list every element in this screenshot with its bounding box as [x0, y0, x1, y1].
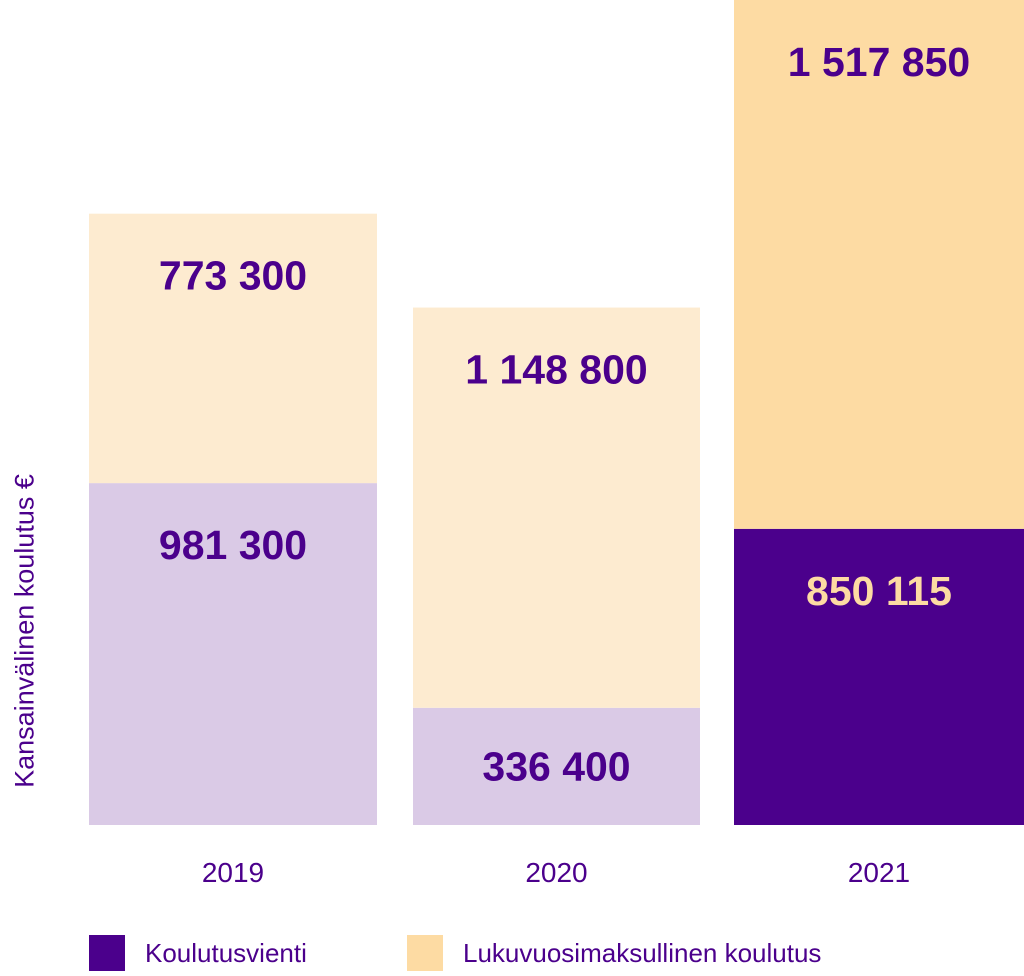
bar-segment-koulutusvienti-2021: [734, 528, 1024, 825]
bar-segment-lukuvuosimaksullinen-2019: [89, 213, 377, 484]
legend-label: Lukuvuosimaksullinen koulutus: [463, 937, 822, 968]
data-label: 773 300: [159, 253, 307, 299]
bar-segment-lukuvuosimaksullinen-2020: [413, 307, 700, 708]
y-axis-label: Kansainvälinen koulutus €: [9, 474, 40, 788]
legend: Koulutusvienti Lukuvuosimaksullinen koul…: [0, 935, 1024, 975]
legend-label: Koulutusvienti: [145, 937, 307, 968]
legend-item-koulutusvienti: Koulutusvienti: [89, 935, 307, 971]
legend-swatch: [407, 935, 443, 971]
legend-item-lukuvuosimaksullinen: Lukuvuosimaksullinen koulutus: [407, 935, 821, 971]
bar-segment-koulutusvienti-2020: [413, 707, 700, 825]
x-tick-label: 2019: [202, 857, 264, 888]
data-label: 850 115: [806, 568, 952, 614]
bar-segment-lukuvuosimaksullinen-2021: [734, 0, 1024, 529]
bar-segment-koulutusvienti-2019: [89, 483, 377, 825]
data-label: 1 517 850: [788, 39, 970, 85]
data-label: 1 148 800: [465, 347, 647, 393]
x-tick-label: 2021: [848, 857, 910, 888]
legend-swatch: [89, 935, 125, 971]
x-tick-label: 2020: [525, 857, 587, 888]
data-label: 336 400: [482, 743, 630, 789]
data-label: 981 300: [159, 522, 307, 568]
